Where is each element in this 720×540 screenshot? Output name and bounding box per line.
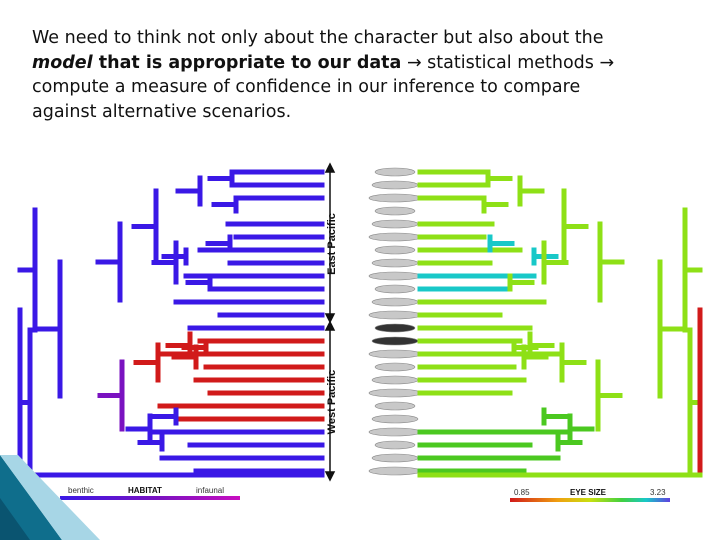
fish-silhouettes [368,167,422,476]
fish-icon [371,414,419,424]
arrow-icon: → [406,52,422,73]
fish-icon [374,284,416,294]
habitat-tree [17,169,325,478]
fish-icon [368,466,422,476]
model-word: model [32,52,93,73]
eye-size-tree [417,169,703,478]
fish-icon [371,180,419,190]
eye-legend-title: EYE SIZE [570,488,607,497]
fish-icon [371,453,419,463]
arrow-icon: → [599,52,615,73]
habitat-legend-left: benthic [68,486,94,495]
region-bracket-west [324,320,336,482]
fish-icon [374,401,416,411]
bold-text: that is appropriate to our data [92,52,402,73]
fish-icon [374,245,416,255]
text-line-2: statistical methods [421,52,600,73]
fish-icon [371,297,419,307]
fish-icon [371,219,419,229]
text-line-1: We need to think not only about the char… [32,28,604,48]
habitat-legend-right: infaunal [196,486,224,495]
fish-icon [368,388,422,398]
fish-icon [368,232,422,242]
fish-icon [374,206,416,216]
habitat-legend-title: HABITAT [128,486,162,495]
eye-size-color-scale [510,498,670,502]
fish-icon [368,427,422,437]
slide-corner-decoration [0,455,100,540]
fish-icon [368,271,422,281]
text-line-4: against alternative scenarios. [32,101,292,122]
region-label-west: West Pacific [326,370,338,435]
eye-legend-min: 0.85 [514,488,530,497]
fish-icon [374,323,416,333]
fish-icon [371,375,419,385]
fish-icon [374,167,416,177]
region-label-east: East Pacific [326,213,338,275]
text-line-3: compute a measure of confidence in our i… [32,77,581,97]
fish-icon [371,258,419,268]
region-bracket-east [324,162,336,324]
habitat-color-scale [60,496,240,500]
slide-body-text: We need to think not only about the char… [32,26,692,124]
text-bold-phrase: model that is appropriate to our data [32,53,401,73]
eye-legend-max: 3.23 [650,488,666,497]
fish-icon [371,336,419,346]
fish-icon [374,440,416,450]
fish-icon [368,193,422,203]
fish-icon [374,362,416,372]
fish-icon [368,310,422,320]
fish-icon [368,349,422,359]
figure-panel [17,162,701,512]
